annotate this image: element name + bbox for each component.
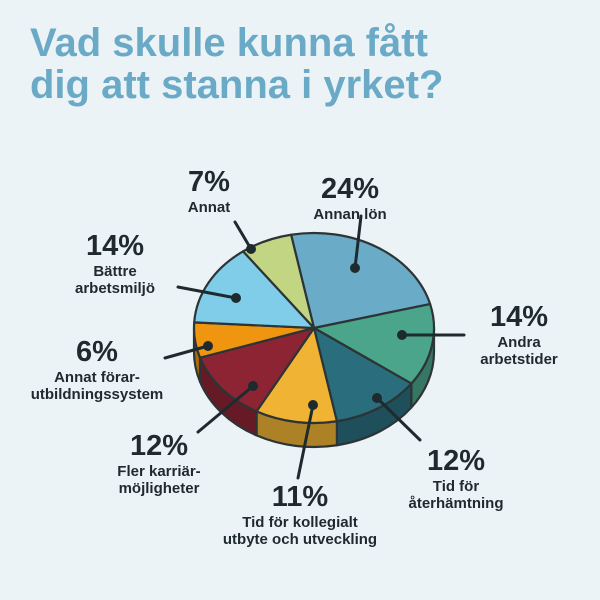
leader-dot-6 (231, 293, 241, 303)
slice-label-1-line-1: arbetstider (480, 351, 558, 368)
slice-percent-6: 14% (86, 230, 144, 262)
slice-percent-0: 24% (321, 173, 379, 205)
leader-dot-2 (372, 393, 382, 403)
leader-line-6 (176, 285, 238, 300)
slice-percent-3: 11% (272, 481, 329, 513)
leader-line-2 (375, 396, 422, 442)
leader-dot-5 (203, 341, 213, 351)
pie-slice-7 (242, 233, 316, 330)
pie-slice-4 (198, 326, 316, 413)
chart-title-line-2: dig att stanna i yrket? (30, 63, 444, 107)
slice-label-0-line-0: Annan lön (313, 206, 386, 223)
slice-percent-7: 7% (188, 166, 230, 198)
leader-dot-0 (350, 263, 360, 273)
pie-slice-6 (193, 250, 316, 330)
slice-percent-2: 12% (427, 445, 485, 477)
slice-label-4-line-0: Fler karriär- (117, 463, 200, 480)
leader-dot-1 (397, 330, 407, 340)
leader-dot-7 (246, 244, 256, 254)
slice-label-3-line-0: Tid för kollegialt (242, 514, 358, 531)
pie-slice-3 (255, 326, 338, 425)
pie-slice-1 (312, 302, 436, 385)
leader-dot-3 (308, 400, 318, 410)
leader-dot-4 (248, 381, 258, 391)
slice-label-5-line-0: Annat förar- (54, 369, 140, 386)
slice-label-3-line-1: utbyte och utveckling (223, 531, 377, 548)
leader-line-7 (233, 220, 253, 251)
slice-label-6-line-0: Bättre (93, 263, 136, 280)
leader-line-0 (353, 214, 363, 270)
slice-label-2-line-1: återhämtning (408, 495, 503, 512)
slice-label-2-line-0: Tid för (433, 478, 480, 495)
slice-label-5-line-1: utbildningssystem (31, 386, 164, 403)
slice-label-1-line-0: Andra (497, 334, 541, 351)
chart-title: Vad skulle kunna fått dig att stanna i y… (30, 22, 590, 106)
slice-label-6-line-1: arbetsmiljö (75, 280, 155, 297)
pie-slice-2 (312, 326, 413, 423)
slice-percent-1: 14% (490, 301, 548, 333)
chart-title-line-1: Vad skulle kunna fått (30, 21, 428, 65)
slice-label-7-line-0: Annat (188, 199, 231, 216)
slice-percent-4: 12% (130, 430, 188, 462)
slice-percent-5: 6% (76, 336, 118, 368)
leader-line-4 (196, 384, 255, 434)
slice-label-4-line-1: möjligheter (119, 480, 200, 497)
leader-line-5 (163, 344, 210, 360)
leader-line-3 (296, 403, 315, 480)
pie-slice-0 (290, 231, 432, 330)
